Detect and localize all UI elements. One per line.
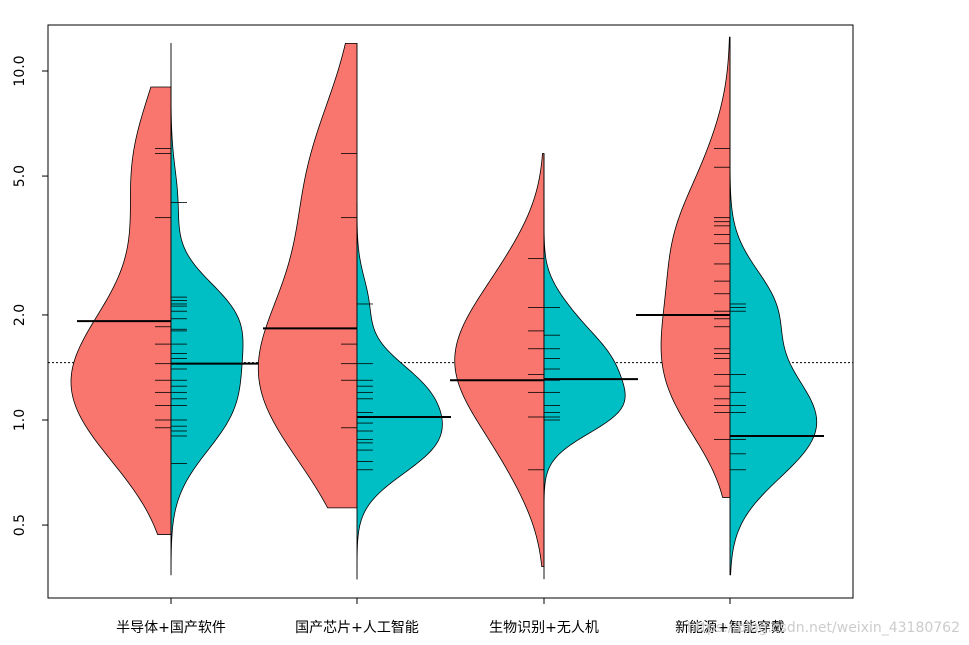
y-tick-label: 10.0 xyxy=(12,55,28,86)
y-tick-label: 2.0 xyxy=(12,304,28,326)
violin-group-2 xyxy=(257,42,451,580)
violin-right-half xyxy=(729,37,818,576)
category-label: 国产芯片+人工智能 xyxy=(295,620,419,636)
category-label: 半导体+国产软件 xyxy=(116,620,226,636)
violin-right-half xyxy=(543,153,626,580)
watermark: https://blog.csdn.net/weixin_43180762 xyxy=(687,620,960,636)
violin-left-half xyxy=(257,42,358,509)
violin-layer xyxy=(48,36,853,580)
y-tick-label: 5.0 xyxy=(12,165,28,187)
violin-left-half xyxy=(70,86,172,535)
category-label: 新能源+智能穿戴 xyxy=(675,620,785,636)
y-axis: 0.5 1.0 2.0 5.0 10.0 xyxy=(12,55,48,536)
y-tick-label: 1.0 xyxy=(12,409,28,431)
y-tick-label: 0.5 xyxy=(12,514,28,536)
violin-left-half xyxy=(454,153,545,568)
violin-group-3 xyxy=(450,153,638,580)
x-axis-category-labels: 半导体+国产软件 国产芯片+人工智能 生物识别+无人机 新能源+智能穿戴 xyxy=(116,598,785,636)
violin-right-half xyxy=(356,202,443,580)
violin-left-half xyxy=(660,36,731,498)
violin-group-1 xyxy=(70,43,265,576)
plot-area-frame xyxy=(47,24,854,599)
category-label: 生物识别+无人机 xyxy=(489,620,599,636)
violin-right-half xyxy=(170,43,244,576)
violin-group-4 xyxy=(636,36,824,576)
